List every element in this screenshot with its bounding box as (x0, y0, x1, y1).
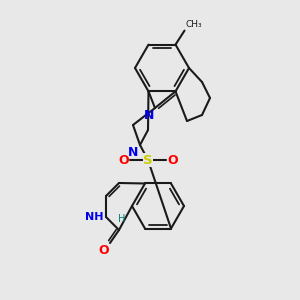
Text: NH: NH (85, 212, 104, 222)
Text: N: N (144, 109, 154, 122)
Text: O: O (118, 154, 129, 166)
Text: O: O (167, 154, 178, 166)
Text: O: O (98, 244, 109, 257)
Text: N: N (128, 146, 138, 159)
Text: H: H (118, 214, 125, 224)
Text: S: S (143, 154, 153, 166)
Text: CH₃: CH₃ (185, 20, 202, 28)
